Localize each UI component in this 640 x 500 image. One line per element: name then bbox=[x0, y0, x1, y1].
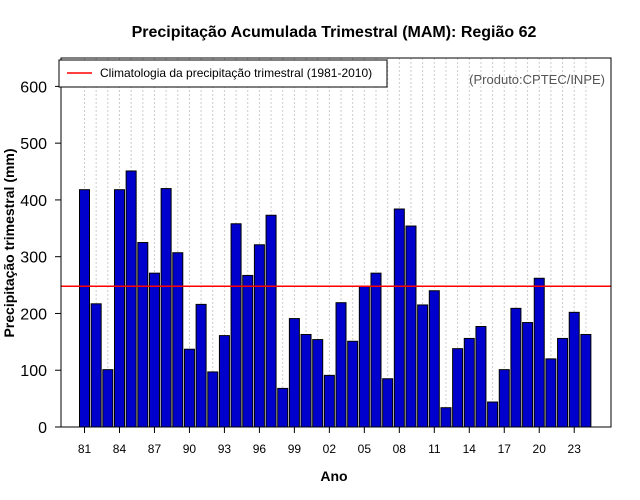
bar-83 bbox=[102, 369, 114, 428]
bar-14 bbox=[463, 337, 475, 428]
x-tick-label-11: 11 bbox=[428, 442, 441, 456]
bar-22 bbox=[557, 337, 569, 428]
bar-17 bbox=[498, 369, 510, 428]
bar-21 bbox=[545, 358, 557, 428]
bar-16 bbox=[487, 401, 499, 428]
x-tick-label-08: 08 bbox=[393, 442, 407, 456]
bar-24 bbox=[580, 333, 592, 428]
bar-23 bbox=[568, 311, 580, 428]
bar-06 bbox=[370, 272, 382, 428]
x-tick-label-05: 05 bbox=[358, 442, 372, 456]
y-axis-label: Precipitação trimestral (mm) bbox=[1, 148, 17, 337]
x-axis: 81 84 87 90 93 96 99 02 05 08 11 14 17 20 23 bbox=[78, 427, 581, 456]
bar-12 bbox=[440, 407, 452, 428]
bar-93 bbox=[218, 335, 230, 428]
bar-87 bbox=[148, 272, 160, 428]
y-tick-label-500: 500 bbox=[20, 136, 47, 153]
bars-layer bbox=[79, 170, 592, 428]
y-axis: 0 100 200 300 400 500 600 bbox=[20, 79, 61, 437]
y-tick-label-400: 400 bbox=[20, 193, 47, 210]
bar-85 bbox=[125, 170, 137, 428]
bar-91 bbox=[195, 303, 207, 428]
y-tick-label-600: 600 bbox=[20, 79, 47, 96]
y-tick-label-200: 200 bbox=[20, 306, 47, 323]
bar-81 bbox=[79, 189, 90, 428]
bar-01 bbox=[312, 339, 324, 428]
bar-13 bbox=[452, 348, 464, 428]
x-tick-label-90: 90 bbox=[183, 442, 197, 456]
legend-climatology-label: Climatologia da precipitação trimestral … bbox=[100, 66, 372, 80]
x-tick-label-20: 20 bbox=[533, 442, 547, 456]
bar-82 bbox=[90, 303, 102, 428]
chart-title: Precipitação Acumulada Trimestral (MAM):… bbox=[132, 24, 537, 41]
plot-frame bbox=[60, 57, 612, 428]
bar-07 bbox=[382, 378, 394, 428]
bar-15 bbox=[475, 326, 487, 428]
bar-97 bbox=[265, 214, 277, 428]
bar-02 bbox=[323, 374, 335, 428]
bar-86 bbox=[137, 242, 149, 428]
bar-05 bbox=[358, 285, 370, 428]
x-tick-label-14: 14 bbox=[463, 442, 477, 456]
x-tick-label-93: 93 bbox=[218, 442, 232, 456]
x-tick-label-81: 81 bbox=[78, 442, 92, 456]
x-tick-label-87: 87 bbox=[148, 442, 162, 456]
x-tick-label-96: 96 bbox=[253, 442, 267, 456]
bar-09 bbox=[405, 225, 417, 428]
bar-95 bbox=[242, 274, 254, 428]
bar-98 bbox=[277, 387, 289, 428]
source-annotation: (Produto:CPTEC/INPE) bbox=[469, 72, 605, 87]
x-tick-label-84: 84 bbox=[113, 442, 127, 456]
legend-box bbox=[58, 59, 388, 88]
y-tick-label-100: 100 bbox=[20, 363, 47, 380]
bar-20 bbox=[533, 277, 545, 428]
x-tick-label-17: 17 bbox=[498, 442, 512, 456]
bar-90 bbox=[183, 348, 195, 428]
y-tick-label-300: 300 bbox=[20, 250, 47, 267]
bar-08 bbox=[393, 208, 405, 428]
bar-10 bbox=[417, 304, 429, 428]
bar-88 bbox=[160, 188, 172, 428]
bar-96 bbox=[253, 244, 265, 428]
x-tick-label-23: 23 bbox=[568, 442, 582, 456]
y-tick-label-0: 0 bbox=[38, 420, 47, 437]
bar-89 bbox=[172, 252, 184, 428]
bar-99 bbox=[288, 318, 300, 428]
bar-94 bbox=[230, 223, 242, 428]
x-tick-label-02: 02 bbox=[323, 442, 337, 456]
bar-18 bbox=[510, 307, 522, 428]
x-axis-label: Ano bbox=[320, 468, 347, 484]
bar-92 bbox=[207, 371, 219, 428]
bar-00 bbox=[300, 333, 312, 428]
bar-84 bbox=[113, 189, 125, 428]
bar-03 bbox=[335, 302, 347, 428]
legend: Climatologia da precipitação trimestral … bbox=[58, 59, 388, 88]
bar-11 bbox=[428, 290, 440, 428]
x-tick-label-99: 99 bbox=[288, 442, 302, 456]
bar-04 bbox=[347, 340, 359, 428]
bar-19 bbox=[522, 322, 534, 428]
